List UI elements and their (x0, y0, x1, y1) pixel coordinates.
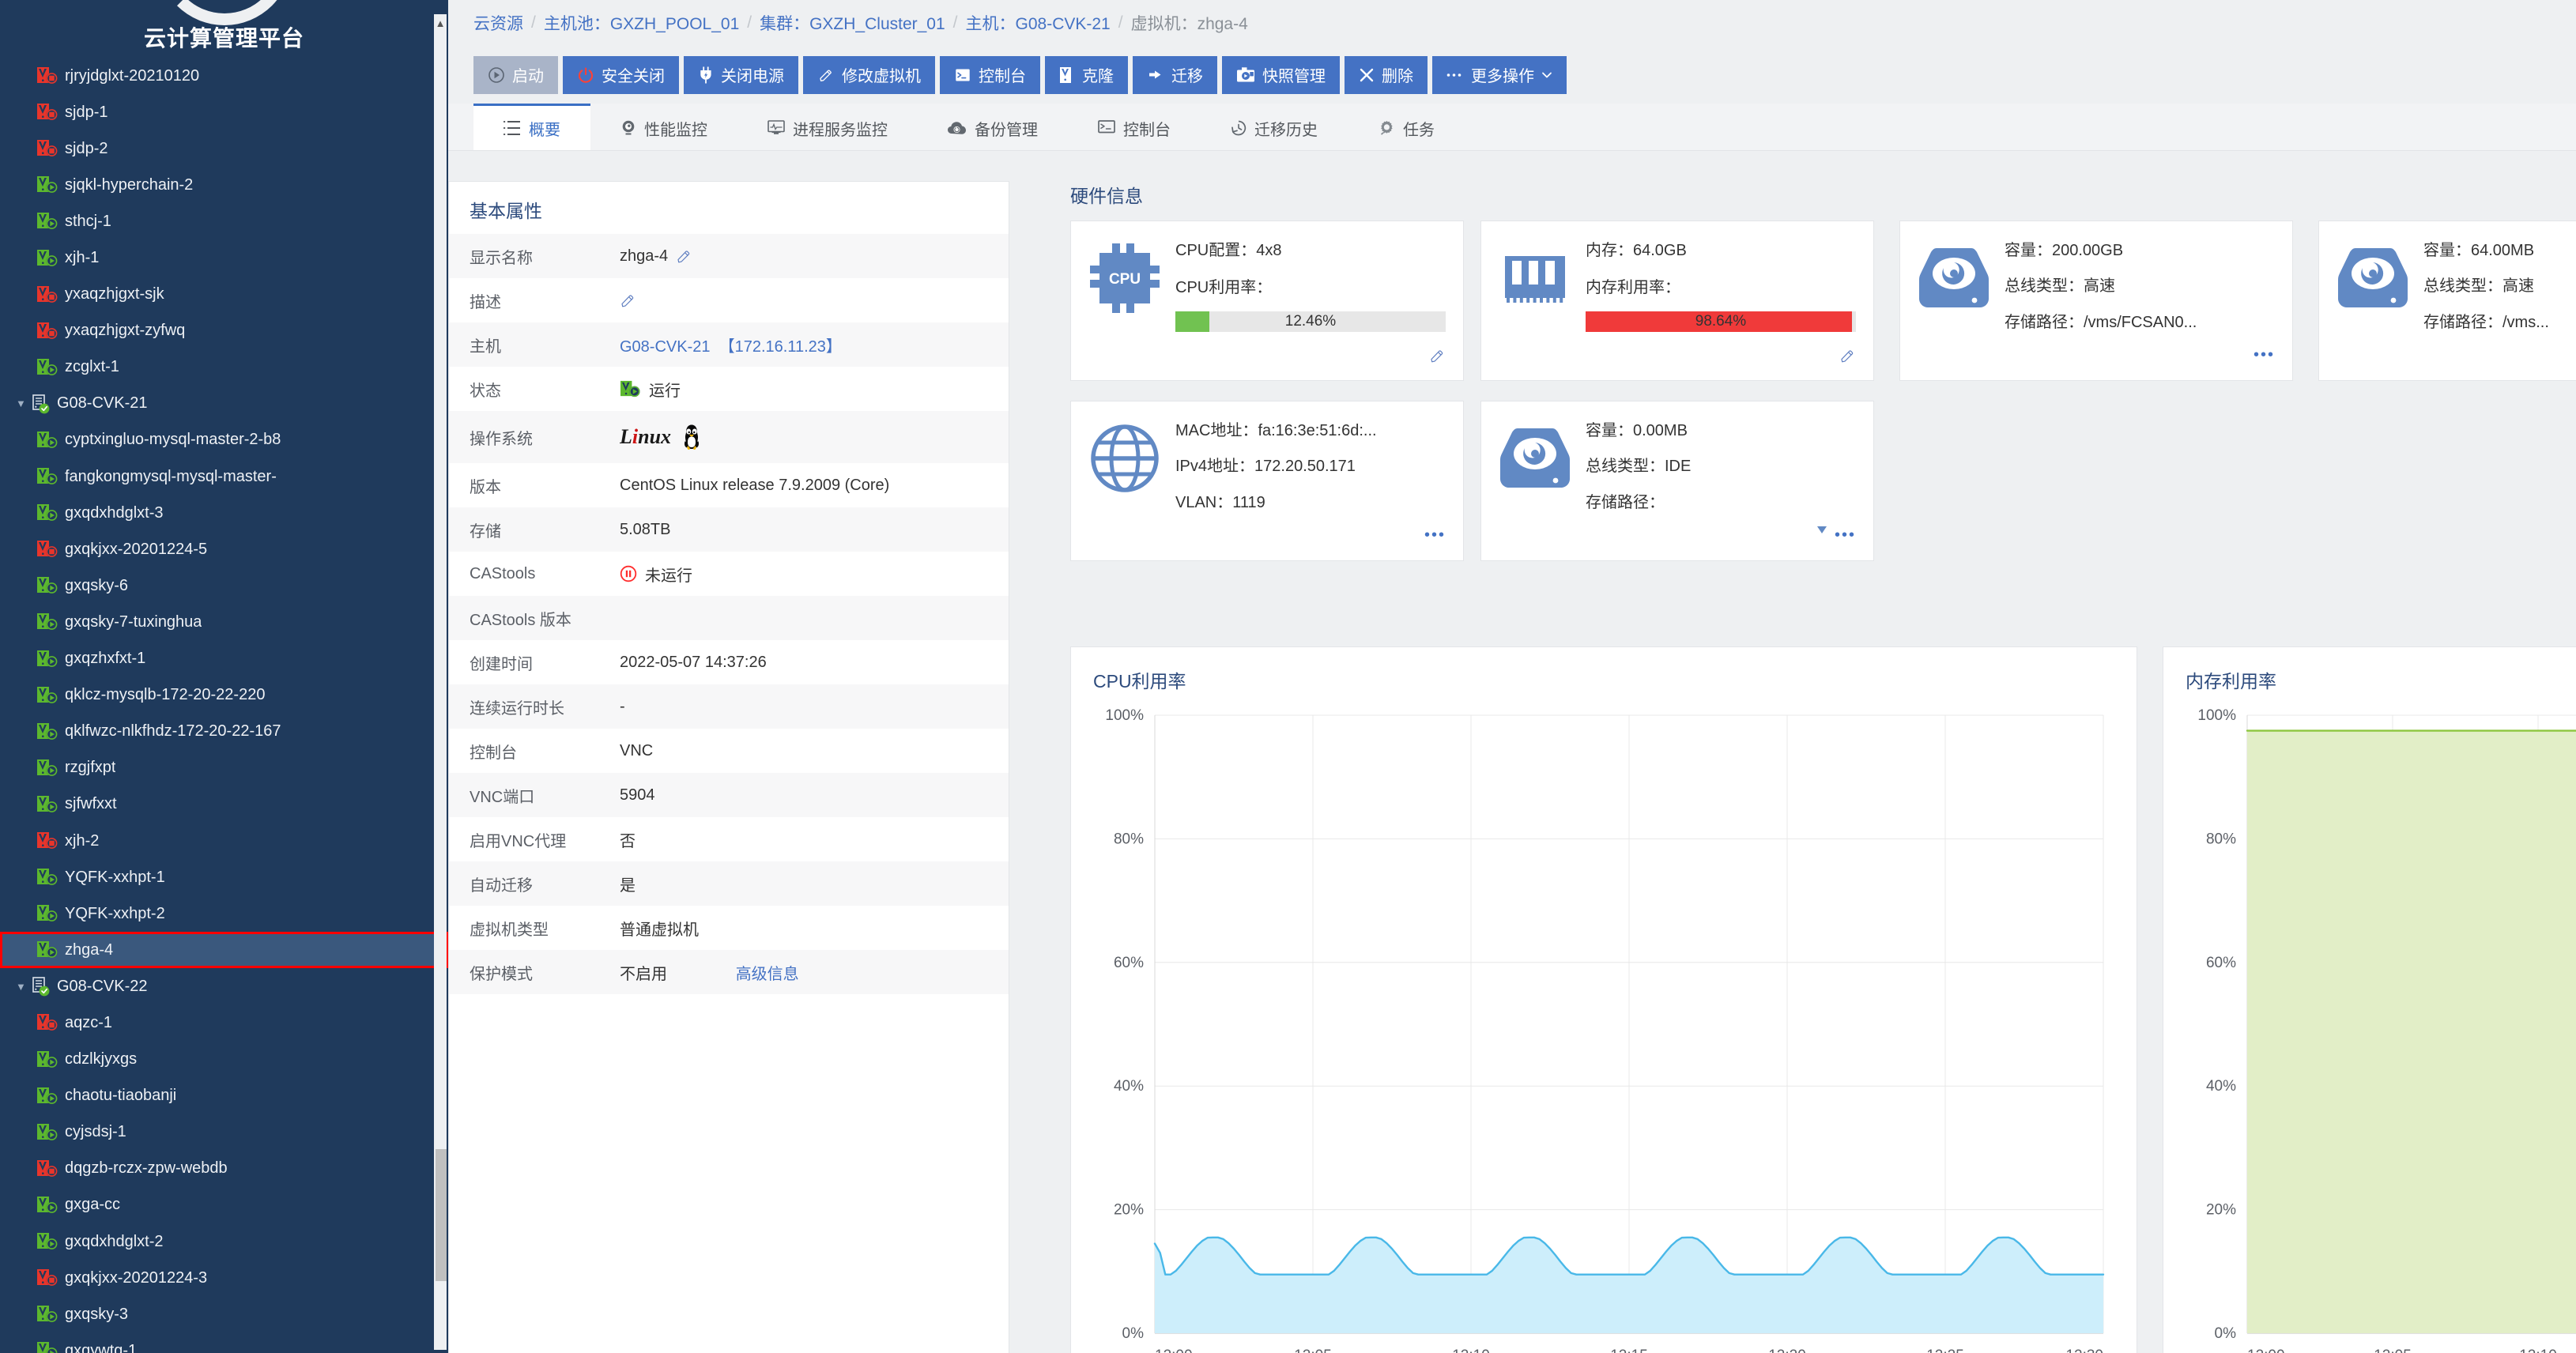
svg-text:0%: 0% (1122, 1325, 1145, 1342)
svg-text:40%: 40% (1114, 1078, 1144, 1095)
svg-text:12:15: 12:15 (1610, 1347, 1648, 1353)
svg-text:80%: 80% (1114, 831, 1144, 847)
svg-text:20%: 20% (2206, 1202, 2236, 1219)
svg-text:12:20: 12:20 (1768, 1347, 1806, 1353)
svg-text:60%: 60% (1114, 955, 1144, 971)
svg-text:0%: 0% (2215, 1325, 2237, 1342)
svg-text:80%: 80% (2206, 831, 2236, 847)
svg-text:12:05: 12:05 (2374, 1347, 2412, 1353)
svg-text:12:25: 12:25 (1926, 1347, 1964, 1353)
svg-text:100%: 100% (1105, 707, 1144, 724)
svg-text:12:00: 12:00 (2247, 1347, 2285, 1353)
svg-text:20%: 20% (1114, 1202, 1144, 1219)
svg-text:60%: 60% (2206, 955, 2236, 971)
svg-text:40%: 40% (2206, 1078, 2236, 1095)
svg-text:12:30: 12:30 (2065, 1347, 2103, 1353)
svg-text:Linux: Linux (620, 425, 671, 448)
svg-text:12:00: 12:00 (1155, 1347, 1193, 1353)
svg-text:12:10: 12:10 (2519, 1347, 2557, 1353)
svg-text:12:10: 12:10 (1452, 1347, 1490, 1353)
svg-text:100%: 100% (2197, 707, 2236, 724)
svg-text:12:05: 12:05 (1294, 1347, 1332, 1353)
svg-text:CPU: CPU (1109, 271, 1141, 288)
